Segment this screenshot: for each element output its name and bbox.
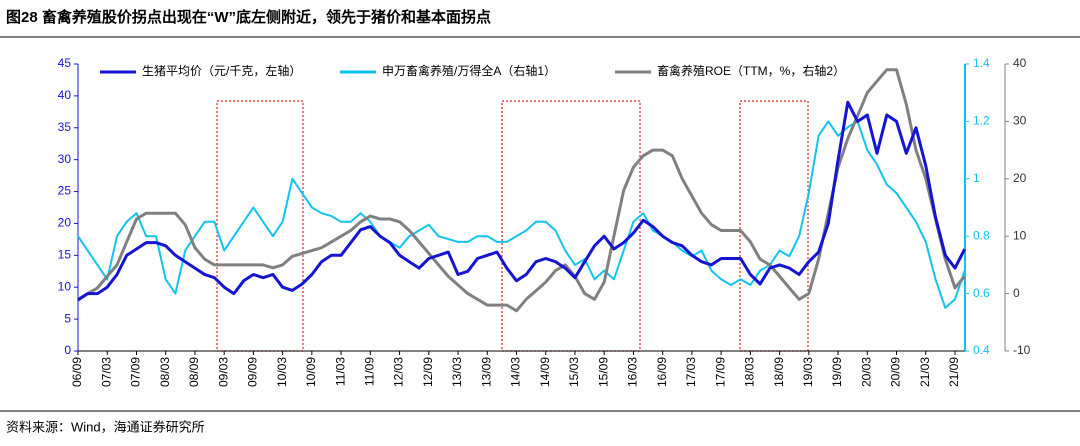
- y-tick-label: 10: [58, 279, 72, 293]
- x-tick-label: 16/09: [655, 357, 669, 387]
- y-tick-label: 15: [58, 248, 72, 262]
- x-tick-label: 10/09: [304, 357, 318, 387]
- y2-tick-label: 1.2: [973, 114, 990, 128]
- x-tick-label: 18/03: [743, 357, 757, 387]
- x-tick-label: 09/09: [246, 357, 260, 387]
- y2-tick-label: 1.4: [973, 56, 990, 70]
- x-tick-label: 15/09: [596, 357, 610, 387]
- series-line: [77, 68, 966, 313]
- x-tick-label: 17/03: [684, 357, 698, 387]
- highlight-boxes: [216, 100, 809, 352]
- legend-label: 畜禽养殖ROE（TTM，%，右轴2）: [657, 63, 845, 78]
- x-tick-label: 14/03: [509, 357, 523, 387]
- y-tick-label: 25: [58, 184, 72, 198]
- y2-tick-label: 0.6: [973, 286, 990, 300]
- x-tick-label: 13/09: [479, 357, 493, 387]
- x-tick-label: 14/09: [538, 357, 552, 387]
- y3-tick-label: 30: [1013, 114, 1027, 128]
- y-tick-label: 5: [64, 311, 71, 325]
- x-tick-label: 06/09: [70, 357, 84, 387]
- x-tick-label: 20/03: [859, 357, 873, 387]
- x-tick-label: 11/03: [333, 357, 347, 386]
- y3-tick-label: 40: [1013, 56, 1027, 70]
- x-tick-label: 13/03: [450, 357, 464, 387]
- y2-tick-label: 0.4: [973, 343, 990, 357]
- y-tick-label: 35: [58, 120, 72, 134]
- x-tick-label: 12/09: [421, 357, 435, 387]
- x-tick-label: 08/09: [187, 357, 201, 387]
- x-tick-label: 17/09: [713, 357, 727, 387]
- y3-tick-label: 0: [1013, 286, 1020, 300]
- legend-label: 申万畜禽养殖/万得全A（右轴1）: [382, 63, 556, 78]
- x-tick-label: 18/09: [772, 357, 786, 387]
- x-tick-label: 10/03: [275, 357, 289, 387]
- highlight-box: [501, 100, 641, 352]
- y-tick-label: 20: [58, 216, 72, 230]
- x-tick-label: 11/09: [363, 357, 377, 386]
- chart-title: 图28 畜禽养殖股价拐点出现在“W”底左侧附近，领先于猪价和基本面拐点: [6, 8, 491, 26]
- y3-tick-label: 20: [1013, 171, 1027, 185]
- x-tick-label: 21/03: [918, 357, 932, 387]
- y-tick-label: 40: [58, 88, 72, 102]
- source-note: 资料来源：Wind，海通证券研究所: [6, 419, 205, 434]
- x-tick-label: 21/09: [947, 357, 961, 387]
- y-tick-label: 45: [58, 56, 72, 70]
- x-tick-label: 20/09: [889, 357, 903, 387]
- y3-tick-label: -10: [1013, 343, 1031, 357]
- y-tick-label: 0: [64, 343, 71, 357]
- legend-label: 生猪平均价（元/千克，左轴）: [142, 63, 301, 78]
- x-tick-label: 19/09: [830, 357, 844, 387]
- x-tick-label: 15/03: [567, 357, 581, 387]
- x-tick-label: 12/03: [392, 357, 406, 387]
- x-tick-label: 16/03: [626, 357, 640, 387]
- highlight-box: [739, 100, 809, 352]
- x-tick-label: 19/03: [801, 357, 815, 387]
- series-line: [77, 100, 967, 302]
- x-tick-label: 08/03: [158, 357, 172, 387]
- x-tick-label: 07/03: [99, 357, 113, 387]
- highlight-box: [216, 100, 304, 352]
- y-tick-label: 30: [58, 152, 72, 166]
- series-line: [77, 120, 966, 309]
- y2-tick-label: 0.8: [973, 228, 990, 242]
- y2-tick-label: 1: [973, 171, 980, 185]
- x-tick-label: 09/03: [216, 357, 230, 387]
- y3-tick-label: 10: [1013, 228, 1027, 242]
- x-tick-label: 07/09: [129, 357, 143, 387]
